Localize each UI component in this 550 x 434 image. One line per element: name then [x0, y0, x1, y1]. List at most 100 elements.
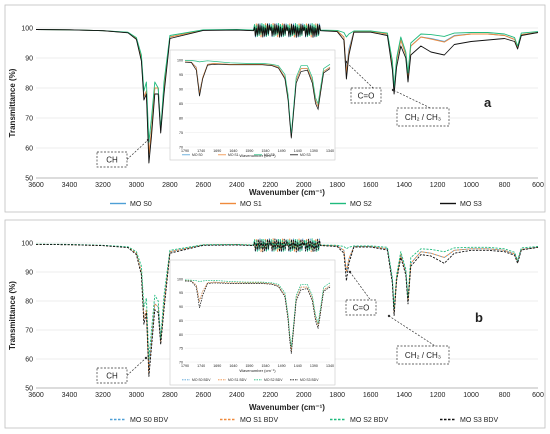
- x-tick-label: 2800: [162, 182, 178, 189]
- annotation-box: [96, 151, 128, 168]
- x-tick-label: 2200: [262, 182, 278, 189]
- inset-x-tick-label: 1340: [326, 364, 334, 368]
- inset-x-tick-label: 1540: [262, 149, 270, 153]
- inset-y-tick-label: 90: [179, 305, 183, 309]
- inset-legend-label: MO S0 BDV: [192, 378, 211, 382]
- annotation-pointer-tip: [144, 356, 148, 360]
- inset-chart: 70 75 80 85 90 95 100 1790 1740 1690 1640 1590 1540 1…: [169, 259, 336, 386]
- inset-x-tick-label: 1490: [278, 149, 286, 153]
- inset-y-tick-label: 70: [179, 146, 183, 150]
- x-tick-label: 1600: [363, 392, 379, 399]
- inset-chart: 70 75 80 85 90 95 100 1790 1740 1690 1640 1590 1540 1…: [169, 49, 336, 161]
- x-tick-label: 1000: [463, 392, 479, 399]
- y-tick-label: 50: [25, 386, 33, 393]
- inset-border: [169, 49, 336, 161]
- x-tick-label: 1800: [329, 182, 345, 189]
- inset-y-tick-label: 100: [177, 58, 183, 62]
- inset-border: [169, 259, 336, 386]
- inset-x-axis-label: Wavenumber (cm⁻¹): [239, 153, 276, 158]
- x-tick-label: 2800: [162, 392, 178, 399]
- x-tick-label: 1000: [463, 182, 479, 189]
- inset-y-tick-label: 100: [177, 277, 183, 281]
- inset-x-tick-label: 1790: [181, 149, 189, 153]
- inset-x-tick-label: 1690: [213, 364, 221, 368]
- legend: MO S0 MO S1 MO S2 MO S3: [110, 201, 482, 208]
- inset-legend-label: MO S3 BDV: [300, 378, 319, 382]
- annotation-pointer-tip: [391, 88, 395, 92]
- x-tick-label: 2600: [196, 182, 212, 189]
- x-tick-label: 2000: [296, 392, 312, 399]
- inset-x-tick-label: 1640: [229, 149, 237, 153]
- y-tick-label: 70: [25, 116, 33, 123]
- panel-label: a: [484, 95, 492, 110]
- inset-x-tick-label: 1740: [197, 149, 205, 153]
- annotation-pointer-tip: [387, 314, 391, 318]
- inset-series-line: [185, 60, 331, 134]
- inset-y-tick-label: 80: [179, 116, 183, 120]
- x-tick-label: 3600: [28, 182, 44, 189]
- y-tick-label: 90: [25, 270, 33, 277]
- x-tick-label: 3400: [62, 392, 78, 399]
- annotation-carbonyl: C=O: [344, 60, 382, 104]
- legend-label: MO S2: [350, 201, 372, 208]
- inset-legend-label: MO S3: [300, 153, 311, 157]
- y-tick-label: 100: [21, 241, 33, 248]
- inset-y-tick-label: 70: [179, 361, 183, 365]
- y-tick-label: 80: [25, 86, 33, 93]
- x-tick-label: 2600: [196, 392, 212, 399]
- x-tick-label: 1400: [396, 182, 412, 189]
- inset-x-tick-label: 1390: [310, 149, 318, 153]
- x-tick-label: 800: [499, 182, 511, 189]
- x-tick-label: 2400: [229, 392, 245, 399]
- inset-y-tick-label: 90: [179, 87, 183, 91]
- inset-x-tick-label: 1390: [310, 364, 318, 368]
- x-tick-label: 3000: [129, 392, 145, 399]
- x-tick-label: 2200: [262, 392, 278, 399]
- x-tick-label: 1600: [363, 182, 379, 189]
- annotation-ch: CH: [96, 138, 150, 168]
- annotation-box: [350, 87, 382, 104]
- y-tick-label: 70: [25, 328, 33, 335]
- x-tick-label: 1200: [430, 182, 446, 189]
- annotation-carbonyl: C=O: [345, 270, 377, 316]
- inset-x-tick-label: 1540: [262, 364, 270, 368]
- chart-panel-a: 50 60 70 80 90 100 3600 3400 3200 3000 2800 2600 240…: [4, 4, 546, 213]
- x-tick-label: 1400: [396, 392, 412, 399]
- inset-legend-label: MO S1: [228, 153, 239, 157]
- y-tick-label: 50: [25, 176, 33, 183]
- x-tick-label: 2000: [296, 182, 312, 189]
- annotation-label: CH: [106, 372, 118, 381]
- legend: MO S0 BDV MO S1 BDV MO S2 BDV MO S3 BDV: [110, 417, 498, 424]
- x-tick-label: 3400: [62, 182, 78, 189]
- inset-x-tick-label: 1340: [326, 149, 334, 153]
- x-tick-label: 800: [499, 392, 511, 399]
- series-line-mo-s3-bdv: [35, 238, 539, 377]
- y-axis-label: Transmittance (%): [8, 281, 17, 350]
- legend-label: MO S2 BDV: [350, 417, 388, 424]
- annotation-label: CH₂ / CH₃: [405, 351, 441, 360]
- y-axis-label: Transmittance (%): [8, 68, 17, 137]
- y-tick-label: 90: [25, 56, 33, 63]
- inset-x-tick-label: 1690: [213, 149, 221, 153]
- inset-legend-label: MO S0: [192, 153, 203, 157]
- x-tick-label: 1200: [430, 392, 446, 399]
- annotation-label: CH₂ / CH₃: [405, 113, 441, 122]
- annotation-label: C=O: [353, 304, 370, 313]
- inset-x-tick-label: 1790: [181, 364, 189, 368]
- legend-label: MO S1: [240, 201, 262, 208]
- y-tick-label: 60: [25, 357, 33, 364]
- legend-label: MO S0 BDV: [130, 417, 168, 424]
- x-tick-label: 3200: [95, 182, 111, 189]
- annotation-box: [396, 107, 450, 127]
- legend-label: MO S0: [130, 201, 152, 208]
- series-line-mo-s3: [35, 23, 539, 164]
- inset-series-line: [184, 61, 331, 139]
- inset-series-line: [184, 279, 331, 347]
- x-tick-label: 3000: [129, 182, 145, 189]
- inset-x-tick-label: 1590: [245, 364, 253, 368]
- annotation-label: CH: [106, 156, 118, 165]
- annotation-box: [96, 367, 128, 384]
- x-axis-label: Wavenumber (cm⁻¹): [249, 403, 325, 412]
- y-tick-label: 100: [21, 26, 33, 33]
